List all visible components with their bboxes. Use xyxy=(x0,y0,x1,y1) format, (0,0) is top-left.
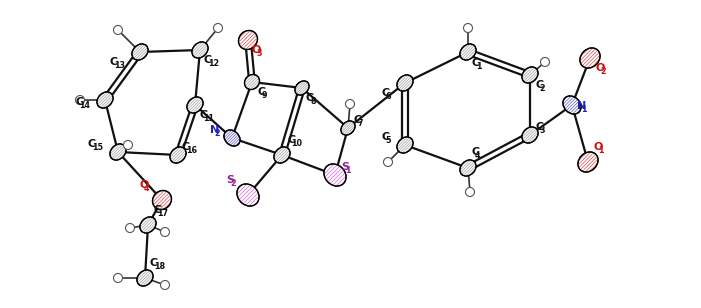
Ellipse shape xyxy=(563,96,581,114)
Text: 5: 5 xyxy=(385,136,390,145)
Text: 3: 3 xyxy=(539,126,545,135)
Ellipse shape xyxy=(237,184,259,206)
Ellipse shape xyxy=(397,75,413,91)
Ellipse shape xyxy=(522,127,538,143)
Text: 8: 8 xyxy=(310,97,315,106)
Text: O: O xyxy=(140,180,149,190)
Ellipse shape xyxy=(97,92,113,108)
Text: S: S xyxy=(226,175,234,185)
Text: C: C xyxy=(110,57,118,67)
Text: 2: 2 xyxy=(600,67,606,76)
Text: C: C xyxy=(381,88,389,98)
Circle shape xyxy=(465,188,475,197)
Text: C: C xyxy=(306,93,314,103)
Text: 2: 2 xyxy=(215,129,220,138)
Circle shape xyxy=(114,26,123,34)
Text: 3: 3 xyxy=(256,49,261,58)
Text: 12: 12 xyxy=(208,59,219,68)
Text: N: N xyxy=(210,125,219,135)
Circle shape xyxy=(463,23,472,33)
Circle shape xyxy=(76,95,85,104)
Text: C: C xyxy=(287,135,295,145)
Circle shape xyxy=(114,274,123,282)
Text: 7: 7 xyxy=(358,119,362,128)
Text: C: C xyxy=(153,205,161,215)
Ellipse shape xyxy=(578,152,598,172)
Ellipse shape xyxy=(522,67,538,83)
Ellipse shape xyxy=(140,217,156,233)
Text: C: C xyxy=(472,58,480,68)
Ellipse shape xyxy=(110,144,126,160)
Text: 2: 2 xyxy=(230,179,236,188)
Text: 1: 1 xyxy=(345,166,350,175)
Text: 11: 11 xyxy=(203,114,215,123)
Text: O: O xyxy=(594,142,604,152)
Text: 6: 6 xyxy=(385,92,390,101)
Ellipse shape xyxy=(341,121,355,135)
Ellipse shape xyxy=(238,30,257,50)
Text: 1: 1 xyxy=(598,146,604,155)
Circle shape xyxy=(161,228,170,237)
Ellipse shape xyxy=(580,48,600,68)
Text: C: C xyxy=(150,258,158,268)
Ellipse shape xyxy=(274,147,290,163)
Text: 1: 1 xyxy=(581,105,587,114)
Ellipse shape xyxy=(187,97,203,113)
Text: C: C xyxy=(535,80,543,90)
Ellipse shape xyxy=(170,147,186,163)
Circle shape xyxy=(383,157,393,167)
Ellipse shape xyxy=(460,44,476,60)
Circle shape xyxy=(540,58,550,67)
Text: 4: 4 xyxy=(475,151,481,160)
Text: 18: 18 xyxy=(154,262,165,271)
Circle shape xyxy=(123,140,132,149)
Ellipse shape xyxy=(295,81,309,95)
Text: C: C xyxy=(381,132,389,142)
Text: C: C xyxy=(353,115,361,125)
Text: C: C xyxy=(471,147,479,157)
Text: 15: 15 xyxy=(92,143,103,152)
Circle shape xyxy=(346,99,355,108)
Ellipse shape xyxy=(460,160,476,176)
Text: 4: 4 xyxy=(144,184,149,193)
Circle shape xyxy=(214,23,222,33)
Text: 9: 9 xyxy=(261,91,266,100)
Ellipse shape xyxy=(132,44,148,60)
Text: C: C xyxy=(199,110,207,120)
Ellipse shape xyxy=(324,164,346,186)
Text: C: C xyxy=(257,87,265,97)
Ellipse shape xyxy=(137,270,153,286)
Text: 1: 1 xyxy=(476,62,482,71)
Ellipse shape xyxy=(192,42,208,58)
Text: C: C xyxy=(88,139,96,149)
Text: C: C xyxy=(75,97,83,107)
Text: 14: 14 xyxy=(79,101,90,110)
Text: O: O xyxy=(596,63,606,73)
Text: C: C xyxy=(535,122,543,132)
Ellipse shape xyxy=(245,75,259,90)
Text: C: C xyxy=(204,55,212,65)
Text: 16: 16 xyxy=(186,146,197,155)
Text: O: O xyxy=(252,45,261,55)
Circle shape xyxy=(161,281,170,290)
Text: S: S xyxy=(341,162,349,172)
Text: 2: 2 xyxy=(539,84,545,93)
Text: N: N xyxy=(577,101,586,111)
Circle shape xyxy=(125,224,135,233)
Text: 17: 17 xyxy=(157,209,168,218)
Text: C: C xyxy=(182,142,190,152)
Text: 10: 10 xyxy=(291,139,302,148)
Ellipse shape xyxy=(397,137,413,153)
Ellipse shape xyxy=(224,130,240,146)
Text: 13: 13 xyxy=(114,61,125,70)
Ellipse shape xyxy=(153,190,172,209)
